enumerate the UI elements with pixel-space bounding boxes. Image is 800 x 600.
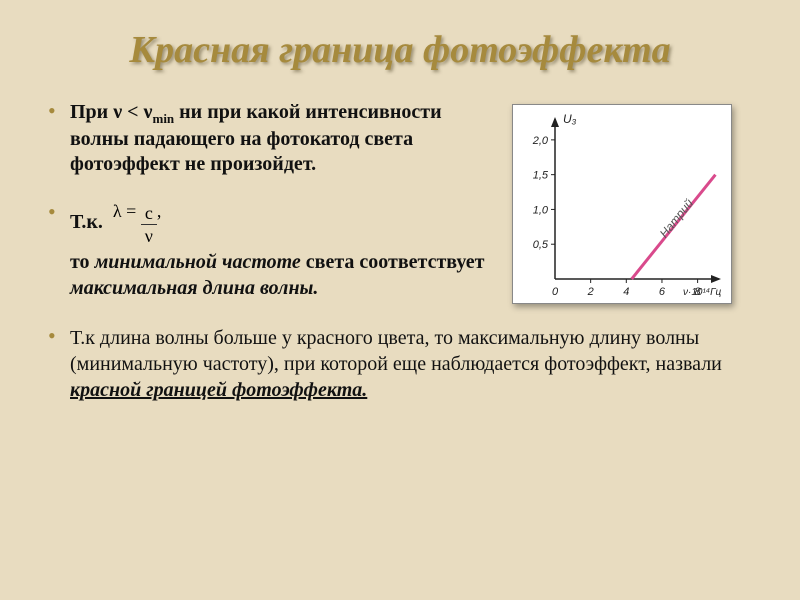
min-subscript: min [152,111,174,126]
frac-den: ν [141,224,157,245]
bullet-3: Т.к длина волны больше у красного цвета,… [48,325,752,403]
fraction: cν [141,204,157,245]
b3-text2: красной границей фотоэффекта. [70,379,367,401]
chart: 0,51,01,52,002468U₃ν·10¹⁴ГцНатрий [512,104,732,304]
svg-text:2: 2 [587,286,594,298]
svg-text:1,0: 1,0 [533,204,549,216]
b3-text1: Т.к длина волны больше у красного цвета,… [70,327,722,375]
slide-title: Красная граница фотоэффекта [48,28,752,72]
right-column: 0,51,01,52,002468U₃ν·10¹⁴ГцНатрий [512,100,752,313]
svg-text:Натрий: Натрий [657,196,696,240]
bullet-1: При ν < νmin ни при какой интенсивности … [48,100,492,177]
comma: , [157,201,162,221]
b1-lt: < [122,101,143,123]
svg-text:2,0: 2,0 [532,135,549,147]
b2-l2d: максимальная длина волны. [70,277,318,299]
lambda-symbol: λ [113,201,122,221]
content-area: При ν < νmin ни при какой интенсивности … [48,100,752,313]
svg-text:U₃: U₃ [563,112,577,126]
left-column: При ν < νmin ни при какой интенсивности … [48,100,492,313]
b1-pre: При [70,101,113,123]
eq-sign: = [122,201,141,221]
svg-text:0,5: 0,5 [533,239,549,251]
svg-text:0: 0 [552,286,559,298]
chart-svg: 0,51,01,52,002468U₃ν·10¹⁴ГцНатрий [513,105,733,305]
nu-symbol: ν [113,101,122,123]
svg-text:ν·10¹⁴Гц: ν·10¹⁴Гц [683,287,722,298]
b2-pre: Т.к. [70,209,103,235]
bullet-2: Т.к. λ = cν, то минимальной частоте свет… [48,201,492,301]
b2-l2a: то [70,251,95,273]
frac-num: c [141,204,157,224]
svg-text:6: 6 [659,286,666,298]
b2-line2: то минимальной частоте света соответству… [70,249,492,301]
svg-text:1,5: 1,5 [533,170,549,182]
b2-l2c: света соответствует [301,251,485,273]
b2-l2b: минимальной частоте [95,251,301,273]
svg-text:4: 4 [623,286,629,298]
